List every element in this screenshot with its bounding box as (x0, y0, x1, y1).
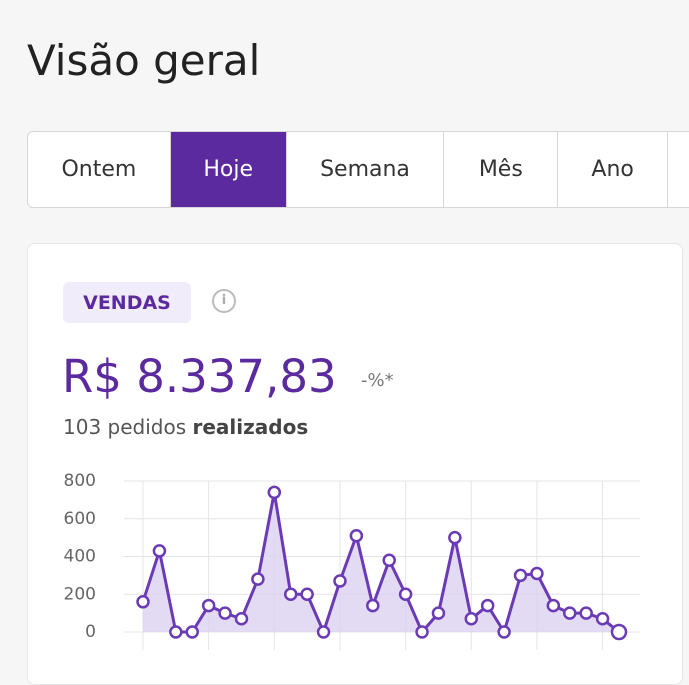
point (530, 566, 544, 581)
point (366, 598, 380, 613)
orders-suffix: realizados (192, 415, 309, 439)
point (300, 587, 314, 601)
tab[interactable]: Ontem (28, 132, 171, 207)
point (251, 572, 265, 586)
orders-count: 103 pedidos (63, 415, 187, 439)
info-icon[interactable]: i (212, 289, 236, 313)
point (595, 612, 610, 626)
point (185, 625, 199, 639)
point (169, 625, 183, 639)
point (349, 528, 364, 543)
tab[interactable]: Mês (444, 132, 559, 207)
point (480, 598, 495, 613)
area (143, 492, 619, 632)
point (283, 587, 298, 601)
point (398, 587, 413, 601)
point (333, 574, 347, 588)
point (218, 606, 232, 620)
point (579, 606, 593, 620)
point (513, 568, 528, 583)
point (415, 625, 429, 639)
point (563, 606, 577, 620)
point (431, 606, 446, 620)
point (234, 612, 249, 626)
point (136, 595, 150, 609)
page: {"header": {"title": "Visão geral"}, "ta… (27, 36, 689, 685)
point (267, 485, 282, 500)
tab[interactable]: Semana (287, 132, 445, 207)
point (382, 553, 396, 568)
badge: VENDAS (63, 282, 191, 323)
point (610, 623, 628, 641)
point (316, 625, 331, 639)
point (152, 544, 167, 558)
y-tick-label: 400 (64, 547, 96, 567)
body: Visão geral Ontem Hoje Semana Mês Ano VENDAS… (27, 36, 689, 685)
point (497, 625, 511, 639)
tab-bar: Ontem Hoje Semana Mês Ano (27, 131, 689, 208)
change: -%* (361, 370, 394, 391)
y-tick-label: 200 (64, 584, 96, 604)
y-tick-label: 800 (64, 471, 96, 491)
chart: 0 200 400 600 800 (64, 471, 640, 650)
point (448, 530, 462, 545)
point (464, 612, 479, 626)
y-tick-label: 0 (85, 622, 96, 642)
amount: R$ 8.337,83 (62, 350, 337, 403)
tab[interactable]: Ano (558, 132, 669, 207)
page-title: Visão geral (27, 36, 261, 85)
tab[interactable]: Hoje (170, 132, 287, 207)
point (546, 598, 561, 613)
orders: 103 pedidos realizados (63, 415, 308, 439)
point (201, 598, 216, 613)
y-tick-label: 600 (64, 509, 96, 529)
